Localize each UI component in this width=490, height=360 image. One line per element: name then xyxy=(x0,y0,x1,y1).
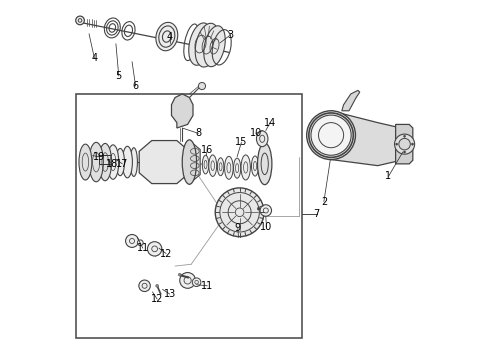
Text: 3: 3 xyxy=(227,30,234,40)
Ellipse shape xyxy=(189,23,212,65)
Polygon shape xyxy=(139,140,190,184)
Circle shape xyxy=(125,234,139,247)
Ellipse shape xyxy=(256,131,268,147)
Ellipse shape xyxy=(182,140,196,184)
Circle shape xyxy=(403,151,406,153)
Text: 5: 5 xyxy=(116,71,122,81)
Circle shape xyxy=(160,247,162,249)
Circle shape xyxy=(412,143,414,145)
Text: 14: 14 xyxy=(264,118,276,128)
Text: 7: 7 xyxy=(314,209,320,219)
Circle shape xyxy=(260,205,271,216)
Circle shape xyxy=(180,273,196,288)
Ellipse shape xyxy=(234,158,241,178)
Polygon shape xyxy=(342,90,360,111)
Ellipse shape xyxy=(89,142,103,182)
Polygon shape xyxy=(395,125,413,164)
Text: 16: 16 xyxy=(201,144,214,154)
Ellipse shape xyxy=(241,155,250,180)
Ellipse shape xyxy=(107,145,119,179)
Polygon shape xyxy=(331,111,401,166)
Circle shape xyxy=(76,16,84,25)
Ellipse shape xyxy=(209,155,217,176)
Text: 10: 10 xyxy=(249,129,262,138)
Ellipse shape xyxy=(79,144,92,180)
Text: 6: 6 xyxy=(133,81,139,91)
Text: 8: 8 xyxy=(196,129,201,138)
Circle shape xyxy=(198,82,205,90)
Polygon shape xyxy=(190,140,200,184)
Ellipse shape xyxy=(251,156,259,176)
Text: 2: 2 xyxy=(321,197,327,207)
Ellipse shape xyxy=(98,143,112,181)
Text: 11: 11 xyxy=(137,243,149,253)
Ellipse shape xyxy=(204,26,225,67)
Text: 18: 18 xyxy=(106,159,119,169)
Circle shape xyxy=(137,240,143,246)
Ellipse shape xyxy=(258,143,272,185)
Text: 1: 1 xyxy=(385,171,392,181)
Circle shape xyxy=(156,284,159,287)
Text: 15: 15 xyxy=(235,138,247,147)
Circle shape xyxy=(215,188,264,237)
Ellipse shape xyxy=(218,158,224,176)
Ellipse shape xyxy=(130,148,137,176)
Circle shape xyxy=(311,115,351,155)
Circle shape xyxy=(403,135,406,137)
Circle shape xyxy=(257,207,260,210)
Text: 4: 4 xyxy=(167,32,173,41)
Circle shape xyxy=(147,242,162,256)
Text: 9: 9 xyxy=(235,224,241,233)
Ellipse shape xyxy=(156,22,178,51)
Ellipse shape xyxy=(202,155,209,174)
Ellipse shape xyxy=(195,23,220,67)
Circle shape xyxy=(178,273,181,276)
Text: 17: 17 xyxy=(116,159,128,169)
Circle shape xyxy=(139,280,150,292)
Text: 12: 12 xyxy=(151,294,163,304)
Polygon shape xyxy=(172,94,193,128)
Text: 4: 4 xyxy=(91,53,98,63)
Text: 19: 19 xyxy=(93,152,105,162)
Circle shape xyxy=(394,134,415,154)
Circle shape xyxy=(399,138,410,150)
Circle shape xyxy=(192,278,201,287)
Text: 12: 12 xyxy=(160,248,172,258)
Circle shape xyxy=(307,111,355,159)
Text: 11: 11 xyxy=(201,281,214,291)
Circle shape xyxy=(395,143,398,145)
Bar xyxy=(76,94,302,338)
Ellipse shape xyxy=(116,148,124,176)
Text: 13: 13 xyxy=(164,289,176,299)
Ellipse shape xyxy=(122,146,132,178)
Text: 10: 10 xyxy=(260,222,272,232)
Ellipse shape xyxy=(224,156,233,179)
